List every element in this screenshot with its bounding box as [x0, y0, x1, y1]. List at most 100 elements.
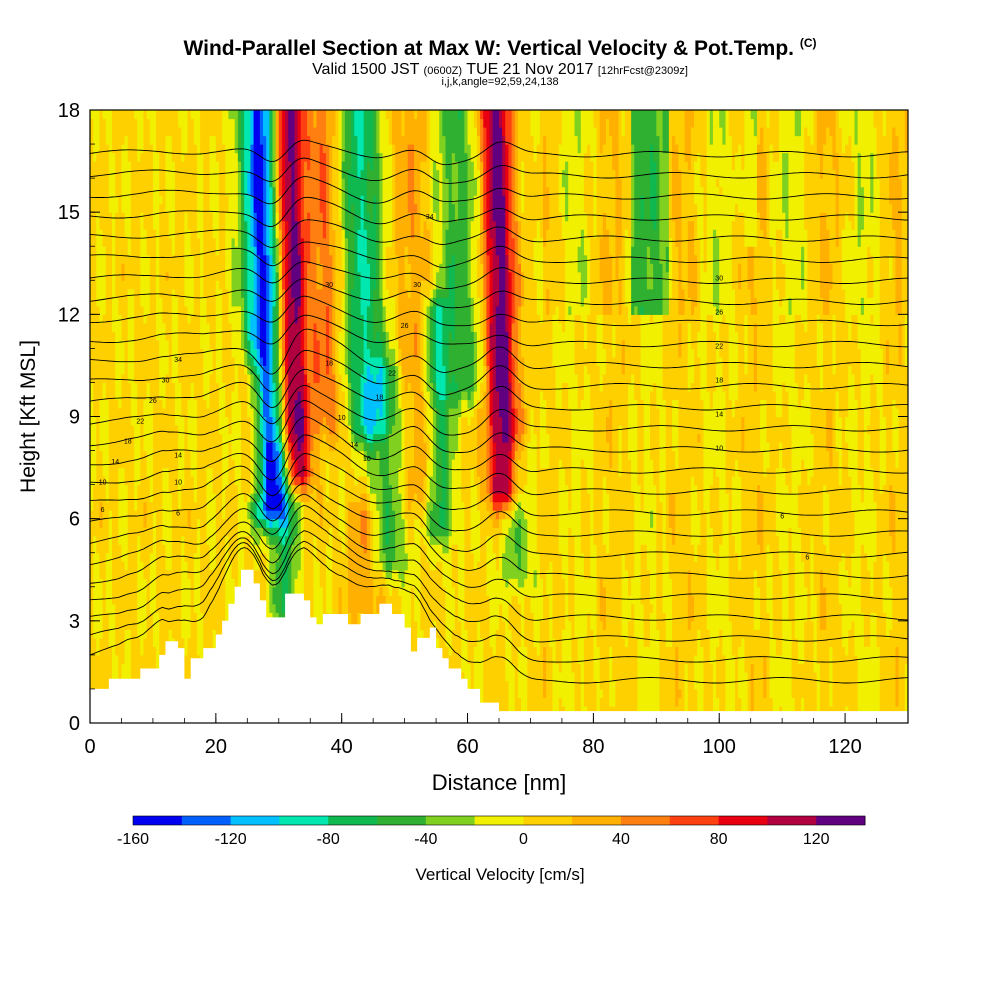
velocity-cell	[93, 476, 97, 486]
velocity-cell	[140, 654, 145, 664]
velocity-cell	[124, 220, 129, 230]
velocity-cell	[108, 212, 113, 222]
velocity-cell	[137, 339, 141, 349]
velocity-cell	[118, 450, 123, 460]
velocity-cell	[108, 288, 113, 298]
velocity-cell	[99, 629, 104, 639]
velocity-cell	[127, 161, 132, 171]
velocity-cell	[115, 425, 119, 435]
velocity-cell	[127, 135, 132, 145]
velocity-cell	[121, 348, 126, 358]
velocity-cell	[108, 390, 113, 401]
velocity-cell	[102, 135, 107, 145]
velocity-cell	[115, 288, 119, 298]
velocity-cell	[102, 195, 107, 205]
velocity-cell	[102, 169, 107, 179]
velocity-cell	[112, 629, 116, 639]
velocity-cell	[130, 407, 135, 418]
velocity-cell	[121, 646, 126, 656]
velocity-cell	[127, 646, 132, 656]
velocity-cell	[108, 220, 113, 230]
velocity-cell	[137, 433, 141, 443]
velocity-cell	[118, 646, 123, 656]
velocity-cell	[134, 220, 138, 230]
velocity-cell	[124, 561, 129, 571]
velocity-cell	[108, 110, 113, 120]
velocity-cell	[105, 186, 110, 196]
velocity-cell	[121, 152, 126, 162]
velocity-cell	[108, 161, 113, 171]
velocity-cell	[118, 297, 123, 307]
velocity-cell	[112, 407, 116, 418]
velocity-cell	[124, 390, 129, 401]
velocity-cell	[115, 416, 119, 426]
velocity-cell	[127, 297, 132, 307]
velocity-cell	[130, 365, 135, 375]
velocity-cell	[93, 407, 97, 418]
velocity-cell	[90, 603, 94, 613]
velocity-cell	[121, 263, 126, 273]
velocity-cell	[121, 339, 126, 349]
velocity-cell	[112, 535, 116, 545]
velocity-cell	[137, 416, 141, 426]
velocity-cell	[99, 569, 104, 579]
velocity-cell	[134, 178, 138, 188]
velocity-cell	[102, 476, 107, 486]
velocity-cell	[121, 169, 126, 179]
chart-indices: i,j,k,angle=92,59,24,138	[441, 76, 559, 88]
velocity-cell	[127, 331, 132, 341]
velocity-cell	[105, 390, 110, 401]
velocity-cell	[90, 203, 94, 213]
velocity-cell	[105, 356, 110, 367]
velocity-cell	[137, 578, 141, 588]
velocity-cell	[108, 229, 113, 239]
forecast-info: [12hrFcst@2309z]	[597, 65, 688, 77]
velocity-cell	[90, 356, 94, 367]
velocity-cell	[127, 110, 132, 120]
velocity-cell	[137, 288, 141, 298]
velocity-cell	[121, 663, 126, 673]
velocity-cell	[96, 425, 101, 435]
velocity-cell	[102, 212, 107, 222]
velocity-cell	[105, 195, 110, 205]
velocity-cell	[90, 322, 94, 332]
velocity-cell	[105, 535, 110, 545]
velocity-cell	[130, 152, 135, 162]
velocity-cell	[134, 348, 138, 358]
velocity-cell	[112, 467, 116, 477]
velocity-cell	[93, 484, 97, 494]
velocity-cell	[124, 510, 129, 520]
velocity-cell	[127, 305, 132, 315]
velocity-cell	[96, 450, 101, 460]
velocity-cell	[121, 467, 126, 477]
velocity-cell	[134, 339, 138, 349]
velocity-cell	[124, 280, 129, 290]
velocity-cell	[118, 501, 123, 511]
velocity-cell	[102, 654, 107, 664]
velocity-cell	[90, 535, 94, 545]
velocity-cell	[93, 680, 97, 690]
velocity-cell	[108, 518, 113, 528]
velocity-cell	[121, 501, 126, 511]
velocity-cell	[102, 297, 107, 307]
velocity-cell	[124, 654, 129, 664]
velocity-cell	[90, 450, 94, 460]
velocity-cell	[112, 603, 116, 613]
velocity-cell	[112, 501, 116, 511]
velocity-cell	[96, 459, 101, 469]
velocity-cell	[108, 348, 113, 358]
velocity-cell	[96, 390, 101, 401]
velocity-cell	[115, 561, 119, 571]
velocity-cell	[127, 390, 132, 401]
velocity-cell	[102, 518, 107, 528]
velocity-cell	[93, 527, 97, 537]
velocity-cell	[99, 433, 104, 443]
velocity-cell	[127, 493, 132, 503]
velocity-cell	[112, 212, 116, 222]
velocity-cell	[134, 552, 138, 562]
velocity-cell	[112, 390, 116, 401]
velocity-cell	[108, 118, 113, 128]
velocity-cell	[105, 203, 110, 213]
velocity-cell	[130, 569, 135, 579]
velocity-cell	[112, 263, 116, 273]
